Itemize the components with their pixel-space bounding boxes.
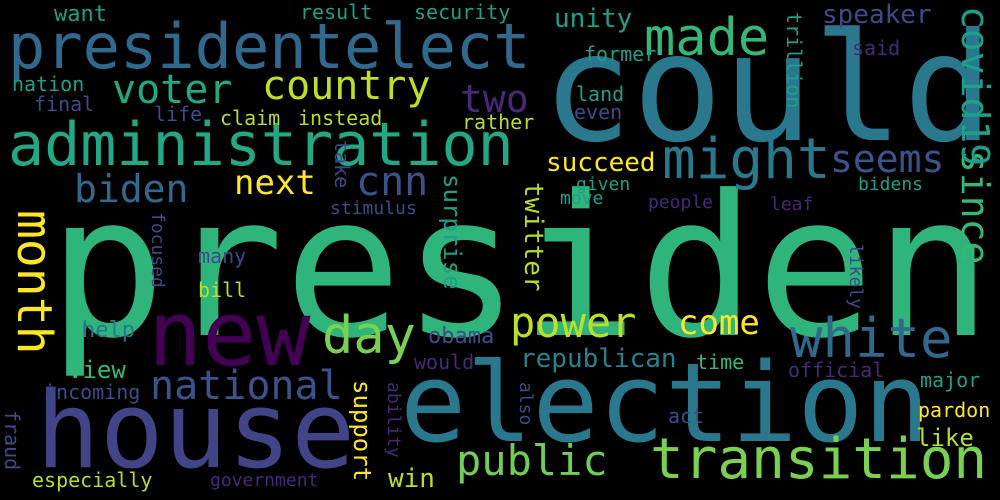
word-view: view xyxy=(68,356,126,384)
word-final: final xyxy=(34,92,95,116)
word-biden: biden xyxy=(74,167,189,211)
word-succeed: succeed xyxy=(546,148,656,178)
word-twitter: twitter xyxy=(518,182,548,292)
word-two: two xyxy=(460,77,529,121)
word-time: time xyxy=(696,350,745,374)
word-month: month xyxy=(6,210,62,355)
word-would: would xyxy=(414,350,475,374)
word-stimulus: stimulus xyxy=(330,198,417,219)
word-move: move xyxy=(560,188,604,209)
word-especially: especially xyxy=(32,468,153,492)
word-incoming: incoming xyxy=(44,380,141,404)
word-bidens: bidens xyxy=(858,174,924,195)
word-might: might xyxy=(662,127,831,192)
word-bill: bill xyxy=(198,278,247,302)
word-want: want xyxy=(54,2,107,27)
word-house: house xyxy=(36,369,356,492)
word-support: support xyxy=(348,380,376,482)
word-public: public xyxy=(456,436,608,485)
word-said: said xyxy=(852,36,901,60)
word-nation: nation xyxy=(12,72,85,96)
word-trillion: trillion xyxy=(782,12,806,109)
word-also: also xyxy=(515,382,536,426)
word-could: could xyxy=(542,2,994,176)
word-many: many xyxy=(198,244,247,268)
word-power: power xyxy=(510,298,637,347)
word-likely: likely xyxy=(845,244,866,310)
word-take: take xyxy=(330,140,354,189)
word-unity: unity xyxy=(554,4,633,34)
word-major: major xyxy=(920,368,981,392)
word-win: win xyxy=(388,464,435,494)
word-government: government xyxy=(210,470,319,491)
word-president: president xyxy=(48,154,1000,382)
word-claim: claim xyxy=(220,106,281,130)
word-come: come xyxy=(678,303,760,343)
word-presidentelect: presidentelect xyxy=(8,10,531,83)
word-speaker: speaker xyxy=(822,0,932,30)
word-former: former xyxy=(584,42,657,66)
word-surprise: surprise xyxy=(438,174,466,290)
word-transition: transition xyxy=(650,427,988,492)
word-act: act xyxy=(668,404,705,428)
word-new: new xyxy=(148,282,311,387)
word-voter: voter xyxy=(112,67,233,113)
word-rather: rather xyxy=(462,110,535,134)
word-land: land xyxy=(576,82,625,106)
word-country: country xyxy=(262,63,431,109)
word-security: security xyxy=(414,0,511,24)
word-official: official xyxy=(788,358,885,382)
word-covid19: covid19 xyxy=(953,6,997,167)
word-day: day xyxy=(322,306,416,366)
word-help: help xyxy=(82,318,135,343)
word-focused: focused xyxy=(147,212,168,288)
word-pardon: pardon xyxy=(918,398,991,422)
word-ability: ability xyxy=(383,382,404,458)
word-obama: obama xyxy=(428,324,495,349)
word-made: made xyxy=(644,8,770,68)
word-given: given xyxy=(576,174,631,195)
word-election: election xyxy=(400,339,930,467)
word-national: national xyxy=(150,363,343,409)
word-cnn: cnn xyxy=(356,159,429,205)
word-even: even xyxy=(574,100,623,124)
word-since: since xyxy=(953,150,997,265)
word-like: like xyxy=(916,424,974,452)
word-people: people xyxy=(648,192,714,213)
word-result: result xyxy=(300,0,373,24)
word-administration: administration xyxy=(8,110,514,180)
word-leaf: leaf xyxy=(770,194,814,215)
word-republican: republican xyxy=(520,344,677,374)
word-fraud: fraud xyxy=(0,410,24,471)
word-white: white xyxy=(790,307,953,370)
word-instead: instead xyxy=(298,106,383,130)
word-next: next xyxy=(234,163,316,203)
word-seems: seems xyxy=(830,137,945,181)
word-life: life xyxy=(154,102,203,126)
